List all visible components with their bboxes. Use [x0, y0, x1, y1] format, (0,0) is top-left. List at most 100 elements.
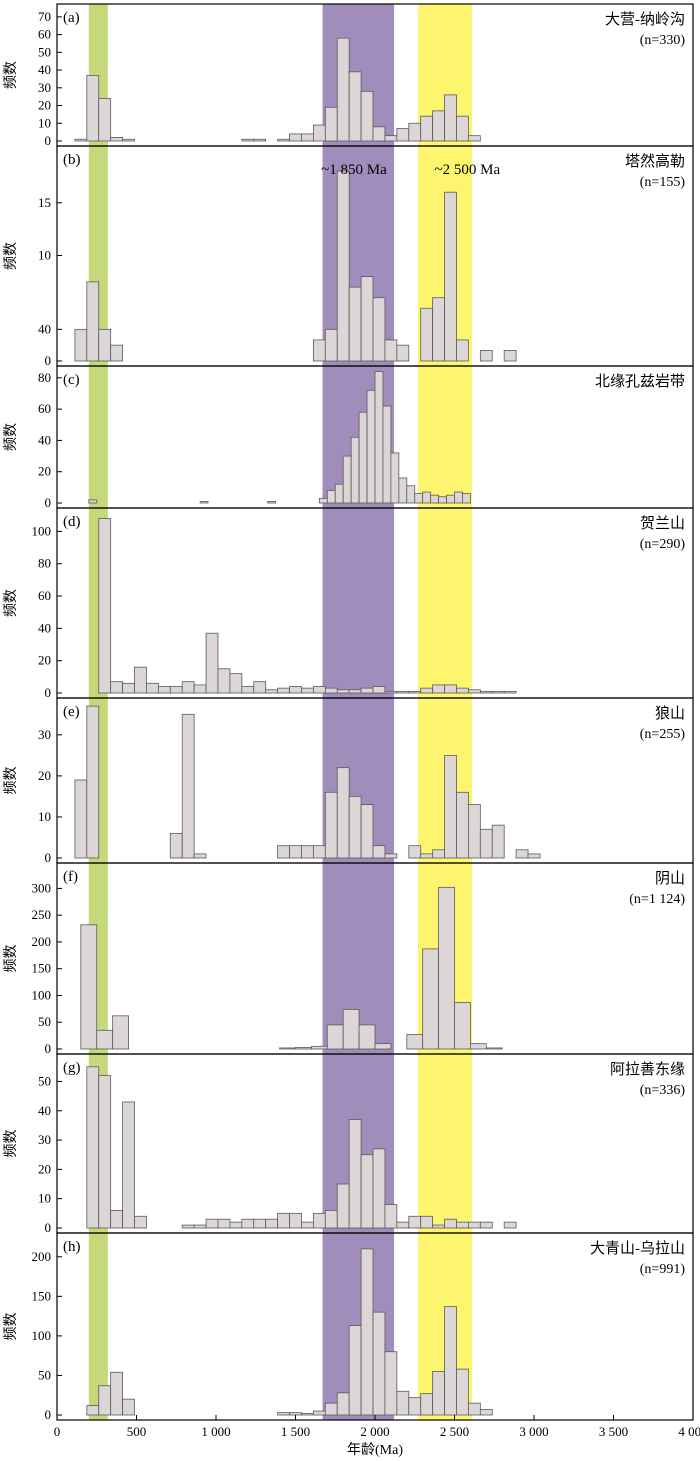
- panel-region-name: 贺兰山: [640, 515, 685, 532]
- y-tick-label: 30: [38, 727, 51, 742]
- bar-d-8: [193, 684, 207, 694]
- bar-b-5: [324, 328, 338, 362]
- bar-e-1: [86, 705, 100, 859]
- bar-b-13: [432, 297, 445, 362]
- bar-d-0: [98, 518, 112, 694]
- bar-g-28: [456, 1221, 469, 1229]
- bar-g-25: [420, 1215, 434, 1229]
- panel-label: (e): [63, 704, 80, 720]
- y-tick-label: 0: [45, 685, 52, 700]
- bar-d-17: [301, 687, 314, 694]
- bar-e-6: [289, 845, 302, 859]
- y-axis-label: 频数: [3, 945, 19, 973]
- panel-sample-count: (n=290): [640, 537, 686, 552]
- bar-a-11: [324, 106, 338, 142]
- x-tick-label: 3 000: [519, 1424, 548, 1439]
- bar-d-24: [384, 690, 398, 694]
- bar-g-11: [253, 1218, 267, 1229]
- bar-b-3: [110, 344, 123, 362]
- bar-d-18: [312, 686, 326, 694]
- bar-g-5: [181, 1224, 195, 1229]
- bar-h-6: [301, 1413, 314, 1416]
- bar-f-10: [406, 1034, 424, 1050]
- bar-g-9: [229, 1221, 243, 1229]
- bar-d-25: [396, 690, 410, 694]
- bar-c-5: [334, 483, 344, 504]
- bar-d-23: [372, 686, 386, 694]
- bar-b-9: [372, 297, 386, 362]
- bar-h-13: [384, 1351, 398, 1416]
- bar-d-29: [444, 684, 457, 694]
- bar-b-10: [384, 339, 398, 362]
- bar-f-3: [279, 1047, 296, 1050]
- age-peak-annotation: ~2 500 Ma: [435, 162, 501, 178]
- x-tick-label: 0: [54, 1424, 61, 1439]
- bar-c-9: [366, 389, 376, 504]
- y-tick-label: 20: [38, 653, 51, 668]
- bar-f-14: [469, 1043, 487, 1050]
- bar-e-21: [479, 828, 493, 859]
- bar-f-11: [422, 948, 440, 1050]
- panel-label: (g): [63, 1060, 81, 1076]
- y-axis-label: 频数: [3, 423, 19, 451]
- bar-e-4: [193, 853, 207, 859]
- bar-a-20: [432, 110, 445, 142]
- bar-f-5: [310, 1045, 328, 1050]
- bar-f-12: [438, 886, 455, 1050]
- bar-g-6: [193, 1224, 207, 1229]
- bar-a-6: [253, 138, 267, 142]
- y-tick-label: 10: [38, 115, 51, 130]
- panel-region-name: 塔然高勒: [625, 153, 685, 170]
- bar-g-12: [265, 1218, 279, 1229]
- bar-b-4: [312, 339, 326, 362]
- panel-region-name: 大青山-乌拉山: [590, 1240, 685, 1257]
- bar-a-17: [396, 128, 410, 142]
- panel-region-name: 阿拉善东缘: [610, 1061, 685, 1078]
- bar-h-7: [312, 1410, 326, 1416]
- bar-c-12: [390, 452, 400, 504]
- bar-h-12: [372, 1311, 386, 1416]
- y-tick-label: 0: [45, 495, 52, 510]
- bar-b-6: [336, 170, 350, 362]
- bar-a-5: [241, 138, 255, 142]
- bar-a-13: [348, 71, 362, 142]
- y-tick-label: 10: [38, 1191, 51, 1206]
- bar-e-24: [527, 853, 541, 859]
- bar-a-12: [336, 37, 350, 142]
- bar-b-15: [456, 339, 469, 362]
- bar-e-17: [432, 849, 445, 859]
- y-tick-label: 200: [32, 934, 52, 949]
- bar-g-2: [110, 1210, 123, 1229]
- bar-c-15: [414, 493, 424, 504]
- bar-b-2: [98, 328, 112, 362]
- bar-g-24: [408, 1215, 422, 1229]
- bar-c-13: [398, 477, 408, 504]
- panel-sample-count: (n=255): [640, 727, 686, 742]
- bar-h-5: [289, 1412, 302, 1416]
- bar-a-4: [122, 138, 135, 142]
- bar-d-2: [122, 682, 135, 694]
- bar-e-19: [456, 791, 469, 859]
- bar-f-7: [342, 1008, 360, 1050]
- y-tick-label: 0: [45, 133, 52, 148]
- bar-f-15: [485, 1047, 503, 1050]
- bar-c-2: [267, 501, 277, 504]
- y-tick-label: 150: [32, 1288, 52, 1303]
- bar-b-11: [396, 344, 410, 362]
- x-tick-label: 500: [127, 1424, 147, 1439]
- bar-g-4: [134, 1215, 147, 1229]
- y-tick-label: 100: [32, 523, 52, 538]
- bar-b-17: [503, 350, 517, 362]
- y-tick-label: 60: [38, 401, 51, 416]
- panel-sample-count: (n=330): [640, 33, 686, 48]
- bar-d-16: [289, 686, 302, 694]
- bar-g-23: [396, 1221, 410, 1229]
- panel-label: (h): [63, 1239, 81, 1255]
- panel-region-name: 大营-纳岭沟: [605, 11, 685, 28]
- bar-g-26: [432, 1224, 445, 1229]
- bar-e-12: [360, 804, 374, 859]
- bar-d-34: [503, 690, 517, 694]
- y-tick-label: 60: [38, 27, 51, 42]
- bar-a-3: [110, 137, 123, 142]
